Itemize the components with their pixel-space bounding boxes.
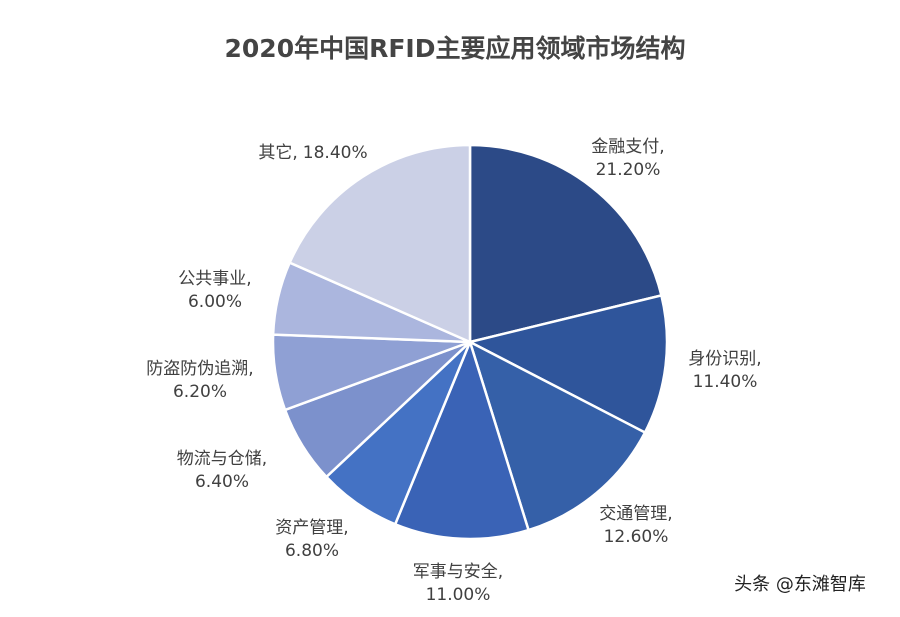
slice-category: 资产管理, <box>275 518 348 538</box>
slice-category: 军事与安全, <box>413 562 503 582</box>
slice-value: 18.40% <box>303 143 368 163</box>
slice-category: 其它, <box>258 143 297 163</box>
slice-value: 11.40% <box>693 372 758 392</box>
slice-label: 资产管理, 6.80% <box>275 518 348 561</box>
pie-slice <box>466 293 669 435</box>
slice-value: 6.00% <box>188 292 242 312</box>
chart-title: 2020年中国RFID主要应用领域市场结构 <box>225 34 686 63</box>
pie-slice <box>288 143 472 344</box>
slice-category: 身份识别, <box>688 349 761 369</box>
slice-category: 金融支付, <box>591 137 664 157</box>
watermark: 头条 @东滩智库 <box>734 574 866 595</box>
slice-category: 交通管理, <box>599 504 672 524</box>
slice-value: 11.00% <box>426 585 491 605</box>
slice-category: 公共事业, <box>178 269 251 289</box>
slice-value: 21.20% <box>596 160 661 180</box>
pie-slice <box>393 338 531 541</box>
slice-label: 公共事业, 6.00% <box>178 269 251 312</box>
slice-label: 金融支付, 21.20% <box>591 137 664 180</box>
slice-value: 12.60% <box>604 527 669 547</box>
slice-label: 防盗防伪追溯, 6.20% <box>146 359 253 402</box>
slice-value: 6.80% <box>285 541 339 561</box>
slice-category: 防盗防伪追溯, <box>146 359 253 379</box>
slice-value: 6.40% <box>195 472 249 492</box>
pie-slice <box>468 143 663 344</box>
pie-slice <box>467 339 647 532</box>
slice-category: 物流与仓储, <box>177 449 267 469</box>
slice-label: 军事与安全, 11.00% <box>413 562 503 605</box>
slice-value: 6.20% <box>173 382 227 402</box>
slice-label: 其它, 18.40% <box>258 143 367 163</box>
slice-label: 身份识别, 11.40% <box>688 349 761 392</box>
slice-label: 交通管理, 12.60% <box>599 504 672 547</box>
slice-label: 物流与仓储, 6.40% <box>177 449 267 492</box>
